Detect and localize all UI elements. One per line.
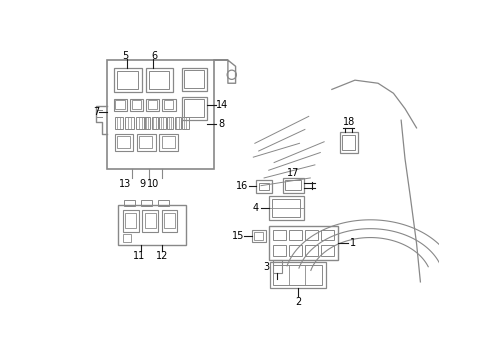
- Bar: [136, 117, 144, 129]
- Bar: [258, 183, 268, 190]
- Bar: [182, 117, 188, 129]
- Text: 11: 11: [133, 251, 145, 261]
- Bar: [271, 199, 300, 217]
- Bar: [183, 99, 203, 117]
- Text: 12: 12: [156, 251, 168, 261]
- Bar: [146, 99, 159, 111]
- Bar: [288, 245, 301, 256]
- Bar: [285, 180, 301, 190]
- Bar: [145, 68, 173, 93]
- Bar: [183, 70, 203, 88]
- Bar: [144, 213, 155, 228]
- Bar: [123, 210, 138, 232]
- Bar: [254, 232, 262, 239]
- Bar: [182, 97, 207, 120]
- Bar: [268, 195, 304, 220]
- Bar: [123, 200, 135, 206]
- Bar: [125, 117, 134, 129]
- Bar: [114, 68, 142, 93]
- Text: 10: 10: [147, 179, 159, 189]
- Text: 1: 1: [349, 238, 355, 248]
- Bar: [159, 117, 165, 129]
- Bar: [117, 136, 130, 148]
- Bar: [143, 117, 150, 129]
- Bar: [131, 100, 141, 109]
- Bar: [162, 210, 177, 232]
- Text: 14: 14: [215, 100, 227, 110]
- Bar: [272, 260, 281, 273]
- Bar: [115, 134, 133, 151]
- Bar: [162, 136, 174, 148]
- Bar: [118, 205, 185, 245]
- Bar: [141, 200, 151, 206]
- Bar: [158, 200, 168, 206]
- Bar: [115, 117, 123, 129]
- Bar: [321, 245, 333, 256]
- Bar: [321, 230, 333, 240]
- Bar: [270, 262, 325, 288]
- Bar: [162, 99, 175, 111]
- Text: 18: 18: [342, 117, 354, 127]
- Bar: [341, 135, 354, 150]
- Bar: [256, 180, 271, 193]
- Text: 6: 6: [151, 51, 158, 61]
- Bar: [137, 134, 155, 151]
- Bar: [182, 68, 207, 91]
- Bar: [159, 134, 178, 151]
- Text: 2: 2: [294, 297, 301, 307]
- Bar: [107, 60, 214, 170]
- Bar: [130, 99, 143, 111]
- Bar: [139, 136, 152, 148]
- Bar: [272, 245, 285, 256]
- Bar: [117, 71, 138, 89]
- Text: 13: 13: [119, 179, 131, 189]
- Bar: [305, 230, 317, 240]
- Text: 16: 16: [236, 181, 248, 192]
- Bar: [163, 100, 173, 109]
- Bar: [174, 117, 181, 129]
- Bar: [114, 99, 127, 111]
- Bar: [151, 117, 158, 129]
- Bar: [305, 245, 317, 256]
- Bar: [339, 132, 357, 153]
- Text: 8: 8: [218, 119, 224, 129]
- Text: 4: 4: [252, 203, 258, 213]
- Bar: [288, 230, 301, 240]
- Text: 15: 15: [231, 231, 244, 241]
- Text: 3: 3: [263, 261, 269, 271]
- Bar: [251, 230, 265, 242]
- Text: 7: 7: [93, 108, 99, 117]
- Bar: [123, 234, 131, 242]
- Bar: [163, 213, 174, 228]
- Bar: [125, 213, 136, 228]
- Bar: [272, 230, 285, 240]
- Bar: [273, 265, 321, 285]
- Text: 5: 5: [122, 51, 128, 61]
- Bar: [148, 71, 169, 89]
- Bar: [142, 210, 158, 232]
- Text: 9: 9: [139, 179, 145, 189]
- Bar: [115, 100, 124, 109]
- Bar: [167, 117, 173, 129]
- Bar: [147, 100, 157, 109]
- Bar: [282, 178, 304, 193]
- Text: 17: 17: [286, 167, 299, 177]
- Bar: [268, 226, 337, 260]
